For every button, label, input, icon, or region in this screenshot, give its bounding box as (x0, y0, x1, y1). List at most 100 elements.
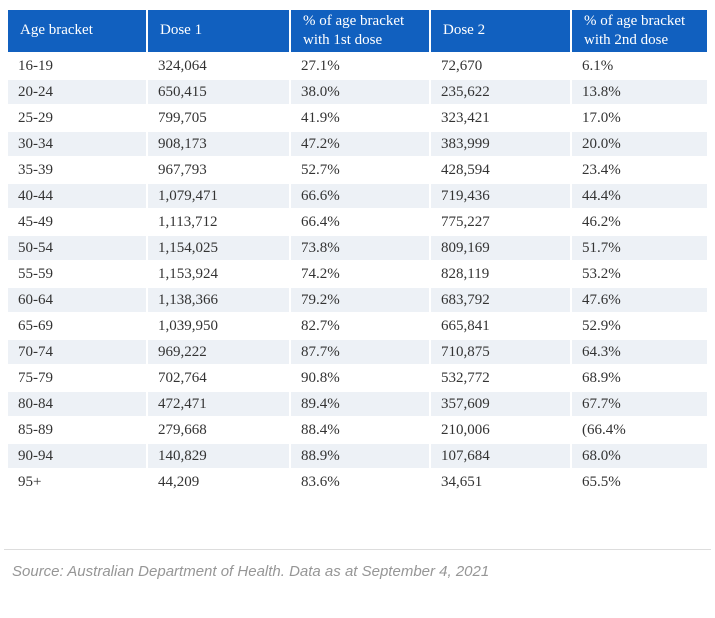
cell: 65.5% (572, 469, 707, 494)
cell: 210,006 (431, 417, 570, 442)
cell: 107,684 (431, 443, 570, 468)
cell: 235,622 (431, 79, 570, 104)
table-body: 16-19 324,064 27.1% 72,670 6.1% 20-24 650,415 3… (8, 53, 707, 494)
cell: 1,138,366 (148, 287, 289, 312)
cell: 809,169 (431, 235, 570, 260)
column-header-3: Dose 2 (431, 10, 570, 52)
cell: 80-84 (8, 391, 146, 416)
cell: 68.0% (572, 443, 707, 468)
cell: 20.0% (572, 131, 707, 156)
cell: 27.1% (291, 53, 429, 78)
cell: 52.9% (572, 313, 707, 338)
cell: 73.8% (291, 235, 429, 260)
source-attribution: Source: Australian Department of Health.… (12, 562, 490, 580)
cell: 67.7% (572, 391, 707, 416)
cell: 90.8% (291, 365, 429, 390)
cell: 719,436 (431, 183, 570, 208)
cell: 88.9% (291, 443, 429, 468)
vaccination-table: Age bracket Dose 1% of age bracket with 1… (6, 8, 709, 496)
cell: 710,875 (431, 339, 570, 364)
table-row: 50-54 1,154,025 73.8% 809,169 51.7% (8, 235, 707, 260)
cell: 90-94 (8, 443, 146, 468)
cell: 68.9% (572, 365, 707, 390)
column-header-4: % of age bracket with 2nd dose (572, 10, 707, 52)
table-header-row: Age bracket Dose 1% of age bracket with 1… (8, 10, 707, 52)
cell: 35-39 (8, 157, 146, 182)
cell: 30-34 (8, 131, 146, 156)
cell: 140,829 (148, 443, 289, 468)
cell: 72,670 (431, 53, 570, 78)
cell: 41.9% (291, 105, 429, 130)
cell: 279,668 (148, 417, 289, 442)
cell: 52.7% (291, 157, 429, 182)
cell: 828,119 (431, 261, 570, 286)
cell: 383,999 (431, 131, 570, 156)
cell: 428,594 (431, 157, 570, 182)
cell: 34,651 (431, 469, 570, 494)
cell: 60-64 (8, 287, 146, 312)
cell: 79.2% (291, 287, 429, 312)
cell: 89.4% (291, 391, 429, 416)
cell: 1,079,471 (148, 183, 289, 208)
cell: 25-29 (8, 105, 146, 130)
cell: 95+ (8, 469, 146, 494)
cell: 16-19 (8, 53, 146, 78)
column-header-1: Dose 1 (148, 10, 289, 52)
cell: 683,792 (431, 287, 570, 312)
table-row: 35-39 967,793 52.7% 428,594 23.4% (8, 157, 707, 182)
cell: 47.6% (572, 287, 707, 312)
cell: 47.2% (291, 131, 429, 156)
cell: 23.4% (572, 157, 707, 182)
cell: 1,154,025 (148, 235, 289, 260)
cell: 472,471 (148, 391, 289, 416)
cell: 650,415 (148, 79, 289, 104)
cell: 45-49 (8, 209, 146, 234)
table-row: 65-69 1,039,950 82.7% 665,841 52.9% (8, 313, 707, 338)
cell: 799,705 (148, 105, 289, 130)
column-header-0: Age bracket (8, 10, 146, 52)
cell: 44,209 (148, 469, 289, 494)
table-row: 70-74 969,222 87.7% 710,875 64.3% (8, 339, 707, 364)
table-row: 55-59 1,153,924 74.2% 828,119 53.2% (8, 261, 707, 286)
cell: 70-74 (8, 339, 146, 364)
cell: 66.6% (291, 183, 429, 208)
column-header-2: % of age bracket with 1st dose (291, 10, 429, 52)
cell: 66.4% (291, 209, 429, 234)
footer-divider (4, 548, 711, 550)
table-row: 30-34 908,173 47.2% 383,999 20.0% (8, 131, 707, 156)
table-row: 40-44 1,079,471 66.6% 719,436 44.4% (8, 183, 707, 208)
cell: 323,421 (431, 105, 570, 130)
cell: 17.0% (572, 105, 707, 130)
cell: 87.7% (291, 339, 429, 364)
cell: 74.2% (291, 261, 429, 286)
cell: 775,227 (431, 209, 570, 234)
cell: 1,039,950 (148, 313, 289, 338)
cell: 51.7% (572, 235, 707, 260)
cell: 83.6% (291, 469, 429, 494)
table-row: 75-79 702,764 90.8% 532,772 68.9% (8, 365, 707, 390)
cell: 6.1% (572, 53, 707, 78)
cell: 40-44 (8, 183, 146, 208)
cell: 665,841 (431, 313, 570, 338)
cell: 357,609 (431, 391, 570, 416)
cell: 324,064 (148, 53, 289, 78)
cell: 53.2% (572, 261, 707, 286)
cell: 64.3% (572, 339, 707, 364)
cell: 75-79 (8, 365, 146, 390)
table-row: 60-64 1,138,366 79.2% 683,792 47.6% (8, 287, 707, 312)
cell: 50-54 (8, 235, 146, 260)
cell: (66.4% (572, 417, 707, 442)
table-row: 95+ 44,209 83.6% 34,651 65.5% (8, 469, 707, 494)
cell: 532,772 (431, 365, 570, 390)
cell: 1,113,712 (148, 209, 289, 234)
cell: 908,173 (148, 131, 289, 156)
table-row: 85-89 279,668 88.4% 210,006 (66.4% (8, 417, 707, 442)
table-row: 90-94 140,829 88.9% 107,684 68.0% (8, 443, 707, 468)
cell: 702,764 (148, 365, 289, 390)
table-footer: Source: Australian Department of Health.… (0, 548, 715, 580)
cell: 82.7% (291, 313, 429, 338)
table-row: 25-29 799,705 41.9% 323,421 17.0% (8, 105, 707, 130)
cell: 55-59 (8, 261, 146, 286)
cell: 1,153,924 (148, 261, 289, 286)
